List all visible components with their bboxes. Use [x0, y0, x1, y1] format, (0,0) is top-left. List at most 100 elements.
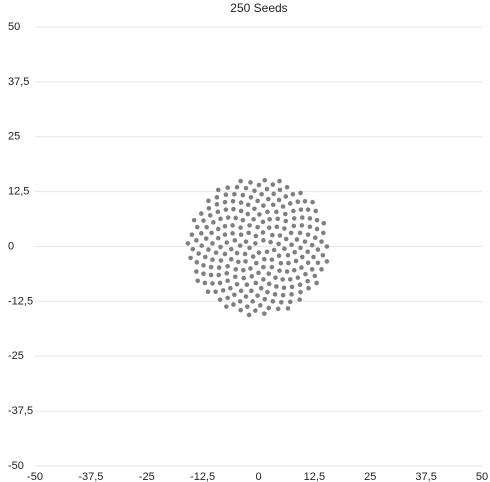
seed-point [291, 223, 297, 229]
seed-point [312, 235, 318, 241]
seed-point [238, 208, 244, 214]
seed-point [233, 215, 239, 221]
seed-point [213, 289, 218, 295]
seed-point [210, 281, 215, 286]
seed-point [298, 289, 303, 295]
seed-point [248, 180, 253, 185]
seed-point [281, 285, 287, 291]
seed-point [199, 243, 205, 248]
seed-point [198, 231, 204, 236]
seed-point [297, 282, 303, 287]
seed-point [225, 295, 230, 301]
seed-point [291, 208, 296, 214]
seed-point [230, 231, 235, 236]
seed-point [223, 192, 229, 197]
seed-point [280, 277, 285, 282]
seed-point [215, 226, 221, 232]
seed-point [216, 265, 222, 270]
seed-point [243, 259, 248, 264]
seed-point [253, 280, 259, 286]
seed-point [300, 254, 305, 260]
seed-point [280, 204, 286, 209]
x-tick-label: 0 [255, 471, 261, 482]
seed-point [223, 207, 229, 212]
seed-point [306, 285, 311, 291]
seed-point [206, 206, 212, 211]
seed-point [320, 252, 326, 258]
x-tick-label: 25 [364, 471, 376, 482]
seed-point [282, 226, 287, 231]
chart-title: 250 Seeds [230, 1, 287, 15]
seed-point [237, 299, 243, 304]
seed-point [245, 211, 251, 217]
seed-point [194, 238, 199, 243]
seed-point [285, 306, 291, 311]
seed-point [283, 236, 289, 242]
seed-point [261, 264, 266, 270]
seed-point [203, 254, 208, 260]
seed-point [243, 294, 249, 299]
seed-point [234, 184, 240, 190]
seed-point [225, 185, 230, 190]
seed-point [266, 305, 272, 311]
seed-point [238, 288, 244, 294]
seed-point [188, 255, 193, 261]
seed-point [204, 224, 209, 230]
seed-point [225, 278, 230, 284]
seed-point [298, 245, 303, 251]
seed-point [314, 280, 319, 286]
seed-point [289, 292, 294, 297]
seed-point [324, 259, 330, 264]
seed-point [313, 208, 319, 214]
seed-point [220, 288, 226, 293]
seed-point [232, 238, 238, 243]
seed-point [292, 249, 298, 255]
seed-point [215, 235, 221, 241]
seed-point [253, 308, 258, 313]
x-tick-label: -12,5 [190, 471, 215, 482]
seed-point [253, 241, 258, 246]
seed-point [256, 250, 262, 255]
seed-point [238, 178, 243, 184]
seed-point [255, 198, 260, 204]
seed-point [276, 197, 282, 203]
seed-point [252, 206, 257, 212]
seed-point [240, 217, 246, 223]
seed-point [307, 216, 313, 221]
seed-point [255, 224, 260, 230]
seed-point [202, 280, 208, 286]
seed-point [264, 186, 270, 192]
seed-point [210, 257, 215, 262]
seed-point [215, 187, 221, 193]
seed-point [257, 303, 263, 308]
seed-point [206, 247, 211, 252]
seed-point [201, 218, 206, 223]
seed-point [249, 274, 255, 279]
seed-point [275, 306, 281, 312]
seed-point [217, 280, 223, 286]
seed-point [243, 239, 249, 244]
seed-point [310, 199, 315, 205]
seed-point [262, 296, 268, 302]
y-tick-label: 37,5 [8, 76, 29, 88]
seed-point [260, 230, 266, 235]
seed-point [222, 251, 228, 257]
y-tick-label: -37,5 [8, 405, 33, 417]
seed-point [260, 219, 266, 225]
seed-point [288, 230, 294, 236]
seed-point [261, 277, 266, 282]
seed-point [230, 198, 236, 204]
seed-point [241, 275, 247, 281]
seed-point [247, 223, 252, 228]
seed-point [273, 275, 278, 280]
seed-point [250, 254, 256, 259]
seed-point [264, 249, 270, 255]
seed-point [291, 267, 297, 273]
seed-point [290, 191, 296, 197]
seed-point [253, 260, 259, 266]
seed-point [289, 242, 294, 248]
seed-point [185, 241, 191, 246]
seed-point [315, 247, 321, 252]
y-tick-label: -25 [8, 350, 24, 362]
